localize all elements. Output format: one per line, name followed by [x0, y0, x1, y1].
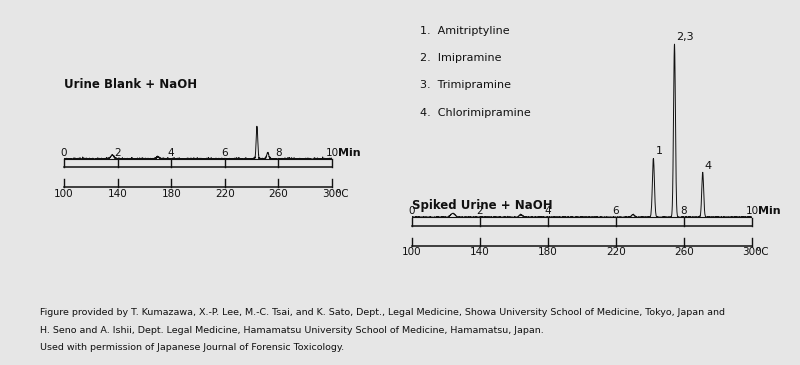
Text: 4: 4 — [545, 206, 551, 216]
Text: 8: 8 — [681, 206, 687, 216]
Text: 2,3: 2,3 — [677, 32, 694, 42]
Text: 260: 260 — [269, 189, 288, 199]
Text: Used with permission of Japanese Journal of Forensic Toxicology.: Used with permission of Japanese Journal… — [40, 343, 344, 353]
Text: 140: 140 — [108, 189, 127, 199]
Text: 4: 4 — [168, 148, 174, 158]
Text: Urine Blank + NaOH: Urine Blank + NaOH — [64, 78, 197, 91]
Text: 100: 100 — [402, 247, 422, 257]
Text: 0: 0 — [409, 206, 415, 216]
Text: °C: °C — [756, 247, 769, 257]
Text: 1: 1 — [655, 146, 662, 156]
Text: 2: 2 — [477, 206, 483, 216]
Text: 4.  Chlorimipramine: 4. Chlorimipramine — [420, 108, 530, 118]
Text: 3.  Trimipramine: 3. Trimipramine — [420, 80, 511, 90]
Text: 180: 180 — [162, 189, 181, 199]
Text: 260: 260 — [674, 247, 694, 257]
Text: 220: 220 — [215, 189, 234, 199]
Text: 220: 220 — [606, 247, 626, 257]
Text: 10: 10 — [746, 206, 758, 216]
Text: Min: Min — [758, 206, 781, 216]
Text: 1.  Amitriptyline: 1. Amitriptyline — [420, 26, 510, 35]
Text: 2.  Imipramine: 2. Imipramine — [420, 53, 502, 63]
Text: H. Seno and A. Ishii, Dept. Legal Medicine, Hamamatsu University School of Medic: H. Seno and A. Ishii, Dept. Legal Medici… — [40, 326, 544, 335]
Text: Figure provided by T. Kumazawa, X.-P. Lee, M.-C. Tsai, and K. Sato, Dept., Legal: Figure provided by T. Kumazawa, X.-P. Le… — [40, 308, 725, 318]
Text: 10: 10 — [326, 148, 338, 158]
Text: °C: °C — [336, 189, 349, 199]
Text: 300: 300 — [742, 247, 762, 257]
Text: Min: Min — [338, 148, 361, 158]
Text: 8: 8 — [275, 148, 282, 158]
Text: 6: 6 — [613, 206, 619, 216]
Text: 100: 100 — [54, 189, 74, 199]
Text: 4: 4 — [705, 161, 711, 170]
Text: 6: 6 — [222, 148, 228, 158]
Text: 0: 0 — [61, 148, 67, 158]
Text: 2: 2 — [114, 148, 121, 158]
Text: 300: 300 — [322, 189, 342, 199]
Text: 140: 140 — [470, 247, 490, 257]
Text: Spiked Urine + NaOH: Spiked Urine + NaOH — [412, 199, 553, 212]
Text: 180: 180 — [538, 247, 558, 257]
